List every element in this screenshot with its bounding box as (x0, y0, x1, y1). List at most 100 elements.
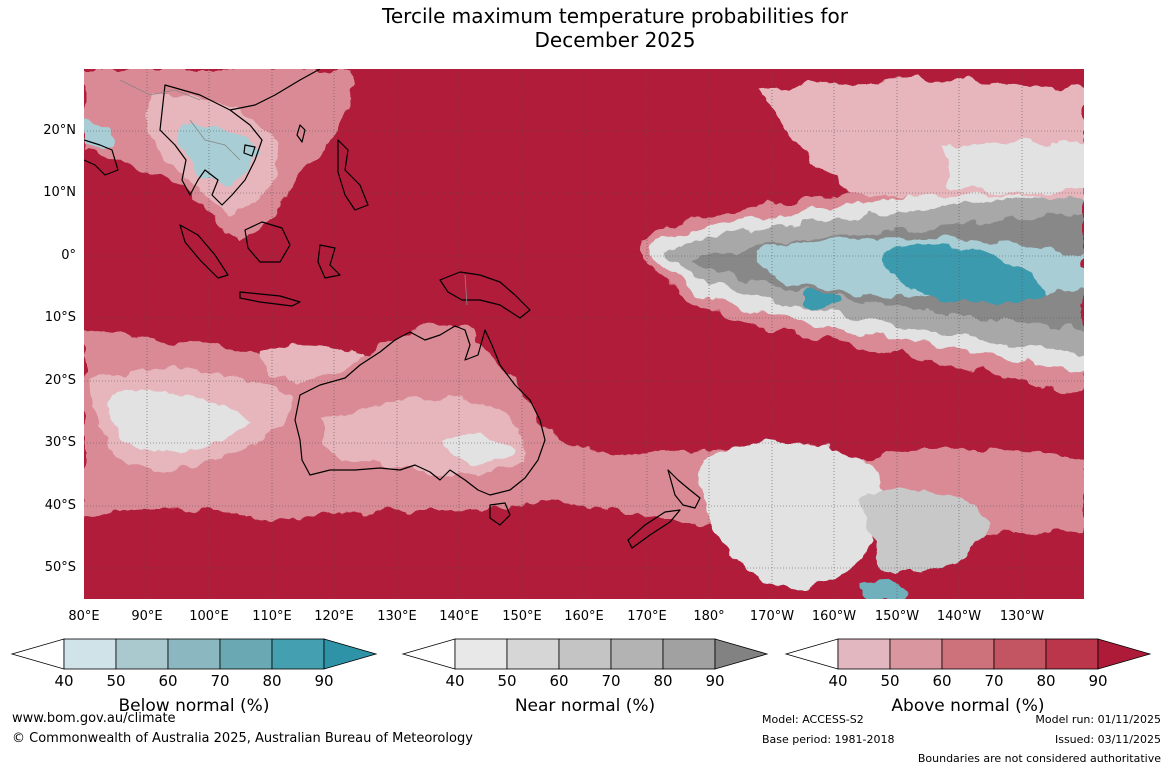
coast-java (239, 291, 301, 307)
lon-label-150e: 150°E (502, 609, 542, 624)
colorbar-below-tick: 40 (54, 672, 74, 690)
region-near-south-indian (109, 391, 250, 452)
title-line-1: Tercile maximum temperature probabilitie… (382, 4, 848, 28)
graticule (84, 69, 1084, 599)
coast-tasmania (489, 502, 511, 526)
lon-label-170w: 170°W (749, 609, 795, 624)
coast-new-zealand-north (667, 469, 701, 509)
coast-sulawesi (317, 244, 341, 279)
colorbar-near-under (401, 638, 456, 670)
colorbar-near-tick: 50 (497, 672, 517, 690)
coast-australia (294, 325, 546, 496)
colorbar-above-40-50 (837, 638, 891, 670)
colorbar-above-80-90 (1045, 638, 1099, 670)
colorbar-below-over (323, 638, 378, 670)
coast-new-guinea (439, 271, 531, 319)
lon-label-130e: 130°E (377, 609, 417, 624)
colorbar-near-tick: 80 (653, 672, 673, 690)
borders (119, 79, 468, 306)
lon-label-160w: 160°W (811, 609, 857, 624)
colorbar-near-tick: 60 (549, 672, 569, 690)
colorbar-near-title: Near normal (%) (514, 696, 656, 716)
coastlines (84, 69, 701, 549)
coast-philippines (337, 139, 369, 211)
probability-field (84, 69, 1084, 599)
footer-issued: Issued: 03/11/2025 (1054, 733, 1161, 746)
colorbar-below-tick: 70 (210, 672, 230, 690)
colorbar-below-normal (10, 638, 378, 670)
coast-taiwan (296, 124, 306, 143)
colorbar-near-normal (401, 638, 769, 670)
colorbar-near-over (714, 638, 769, 670)
region-near-southeast (860, 489, 990, 573)
lon-label-140w: 140°W (936, 609, 982, 624)
colorbar-above-70-80 (993, 638, 1047, 670)
colorbar-above-under (784, 638, 839, 670)
coast-hainan (243, 144, 256, 157)
colorbar-below-80-90 (271, 638, 325, 670)
colorbar-above-over (1097, 638, 1152, 670)
forecast-map (84, 69, 1084, 599)
lat-label-20n: 20°N (43, 123, 76, 138)
lat-label-20s: 20°S (44, 373, 76, 388)
lon-label-80e: 80°E (68, 609, 100, 624)
coast-new-zealand-south (627, 509, 681, 549)
colorbar-above-title: Above normal (%) (891, 696, 1045, 716)
region-below-indochina (178, 122, 260, 181)
coast-indochina (159, 84, 263, 206)
lon-label-170e: 170°E (627, 609, 667, 624)
lon-label-150w: 150°W (874, 609, 920, 624)
lat-label-40s: 40°S (44, 498, 76, 513)
colorbar-above-60-70 (941, 638, 995, 670)
coast-india (84, 139, 119, 176)
lat-label-10n: 10°N (43, 185, 76, 200)
colorbar-below-under (10, 638, 65, 670)
colorbar-near-40-50 (454, 638, 508, 670)
lon-label-140e: 140°E (439, 609, 479, 624)
lon-label-90e: 90°E (131, 609, 163, 624)
colorbar-below-50-60 (115, 638, 169, 670)
coast-sumatra (179, 224, 229, 279)
colorbar-above-50-60 (889, 638, 943, 670)
region-below-pacific-west (800, 291, 838, 309)
footer-model: Model: ACCESS-S2 (762, 713, 864, 726)
colorbar-near-tick: 70 (601, 672, 621, 690)
region-near-north-pacific-light (940, 142, 1084, 194)
colorbar-below-tick: 90 (314, 672, 334, 690)
colorbar-above-tick: 70 (984, 672, 1004, 690)
colorbar-below-title: Below normal (%) (118, 696, 270, 716)
region-below-southeast (860, 578, 910, 599)
footer-disclaimer: Boundaries are not considered authoritat… (917, 752, 1161, 765)
colorbar-above-tick: 90 (1088, 672, 1108, 690)
colorbar-near-80-90 (662, 638, 716, 670)
colorbar-below-tick: 80 (262, 672, 282, 690)
footer-base-period: Base period: 1981-2018 (762, 733, 895, 746)
colorbar-near-70-80 (610, 638, 664, 670)
coast-china (229, 69, 321, 111)
chart-title: Tercile maximum temperature probabilitie… (0, 4, 1173, 52)
colorbar-above-tick: 80 (1036, 672, 1056, 690)
title-line-2: December 2025 (534, 28, 696, 52)
colorbar-above-tick: 60 (932, 672, 952, 690)
colorbar-near-60-70 (558, 638, 612, 670)
colorbar-near-tick: 40 (445, 672, 465, 690)
colorbar-below-60-70 (167, 638, 221, 670)
footer-model-run: Model run: 01/11/2025 (1035, 713, 1161, 726)
region-below-pacific (880, 244, 1043, 304)
lon-label-180: 180° (693, 609, 725, 624)
lat-label-0: 0° (61, 248, 76, 263)
colorbar-near-50-60 (506, 638, 560, 670)
region-near-tasman-south (700, 441, 886, 590)
colorbar-below-70-80 (219, 638, 273, 670)
colorbar-above-normal (784, 638, 1152, 670)
colorbar-above-tick: 40 (828, 672, 848, 690)
colorbar-near-tick: 90 (705, 672, 725, 690)
coast-borneo (244, 221, 291, 263)
footer-url[interactable]: www.bom.gov.au/climate (12, 711, 176, 726)
colorbar-above-tick: 50 (880, 672, 900, 690)
lon-label-110e: 110°E (252, 609, 292, 624)
region-below-india-corner (84, 119, 113, 149)
footer-copyright: © Commonwealth of Australia 2025, Austra… (12, 731, 473, 746)
colorbar-below-40-50 (63, 638, 117, 670)
lon-label-100e: 100°E (189, 609, 229, 624)
